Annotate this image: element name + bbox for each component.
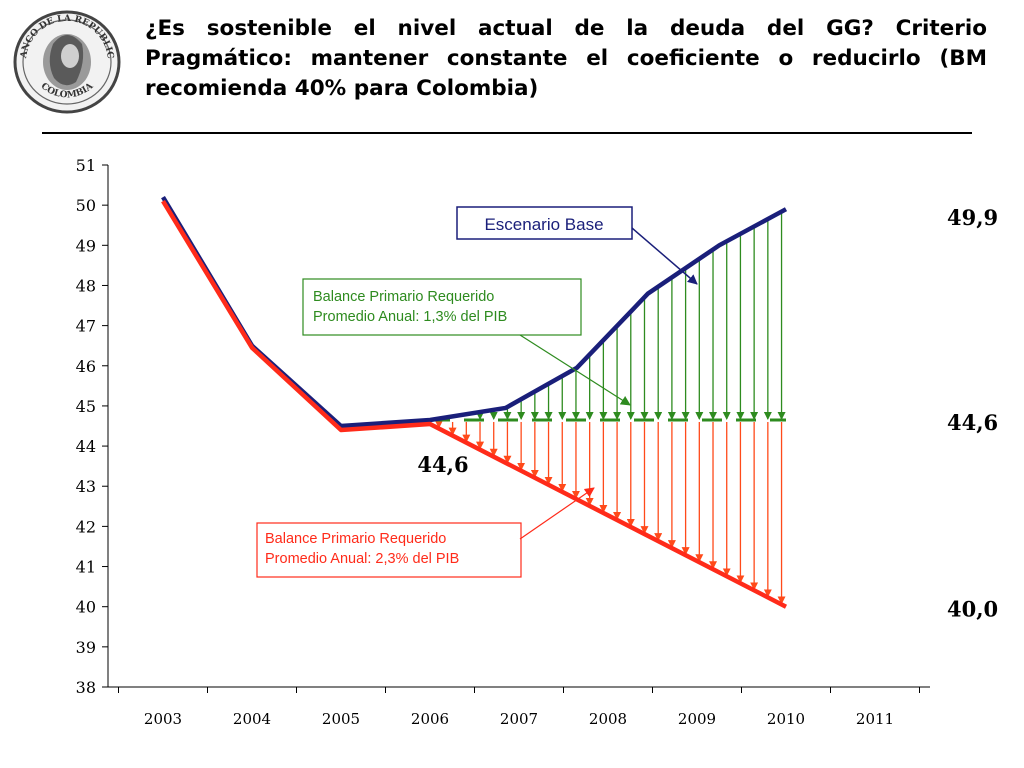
slide-title: ¿Es sostenible el nivel actual de la deu… [145, 16, 987, 101]
y-tick-label: 40 [76, 598, 96, 617]
value-label: 44,6 [947, 410, 998, 435]
y-tick-label: 41 [76, 558, 96, 577]
annotations: Escenario Base Balance Primario Requerido… [256, 206, 698, 578]
value-label: 40,0 [947, 597, 998, 622]
y-tick-label: 38 [76, 678, 96, 697]
value-label: 44,6 [417, 452, 468, 477]
x-tick-label: 2007 [500, 710, 538, 728]
red-balance-label: Balance Primario Requerido [265, 531, 446, 547]
x-tick-label: 2003 [144, 710, 182, 728]
x-tick-label: 2005 [322, 710, 360, 728]
green-balance-label: Promedio Anual: 1,3% del PIB [313, 309, 507, 325]
y-tick-label: 46 [76, 357, 96, 376]
y-tick-label: 43 [76, 477, 96, 496]
value-labels: 49,9 44,6 40,0 44,6 [417, 205, 998, 622]
y-tick-label: 45 [76, 397, 96, 416]
base-scenario-pointer [631, 227, 698, 285]
red-balance-pointer [519, 487, 595, 540]
series-lines [161, 195, 788, 609]
green-balance-box [302, 278, 582, 336]
green-balance-pointer [519, 334, 631, 406]
red-balance-label: Promedio Anual: 2,3% del PIB [265, 551, 459, 567]
red-balance-box [256, 522, 522, 578]
x-tick-label: 2011 [856, 710, 894, 728]
y-tick-label: 42 [76, 517, 96, 536]
y-tick-label: 44 [76, 437, 96, 456]
x-tick-label: 2004 [233, 710, 271, 728]
green-balance-label: Balance Primario Requerido [313, 289, 494, 305]
y-tick-label: 49 [76, 236, 96, 255]
value-label: 49,9 [947, 205, 998, 230]
y-tick-label: 48 [76, 276, 96, 295]
x-tick-label: 2009 [678, 710, 716, 728]
y-tick-label: 39 [76, 638, 96, 657]
reduce-debt-line [161, 199, 788, 609]
banco-de-la-republica-seal-icon: BANCO DE LA REPUBLICA COLOMBIA [2, 0, 128, 116]
base-scenario-box [456, 206, 633, 240]
base-scenario-label: Escenario Base [484, 215, 603, 234]
y-tick-label: 47 [76, 317, 96, 336]
x-tick-label: 2008 [589, 710, 627, 728]
y-tick-label: 51 [76, 156, 96, 175]
y-tick-label: 50 [76, 196, 96, 215]
title-divider [42, 132, 972, 134]
axes: 38 39 40 41 42 43 44 45 46 47 48 49 50 51 2003 2004 2005… [76, 156, 930, 728]
x-tick-label: 2010 [767, 710, 805, 728]
x-tick-label: 2006 [411, 710, 449, 728]
